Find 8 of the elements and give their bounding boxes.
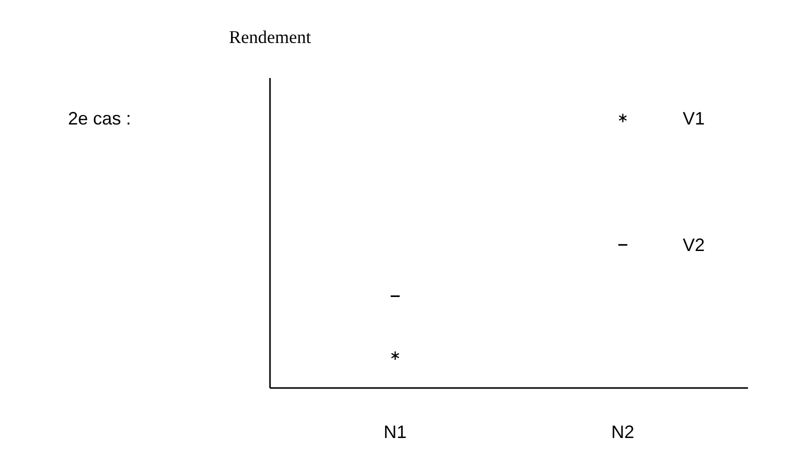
point: [390, 350, 400, 360]
point: [618, 113, 628, 123]
text: V2: [682, 235, 705, 256]
y-axis-title: Rendement: [229, 27, 311, 47]
text: 2e cas :: [68, 108, 132, 128]
text: V1: [682, 108, 705, 128]
x-tick-label: N1: [384, 422, 407, 442]
x-tick-label: N2: [611, 422, 634, 442]
